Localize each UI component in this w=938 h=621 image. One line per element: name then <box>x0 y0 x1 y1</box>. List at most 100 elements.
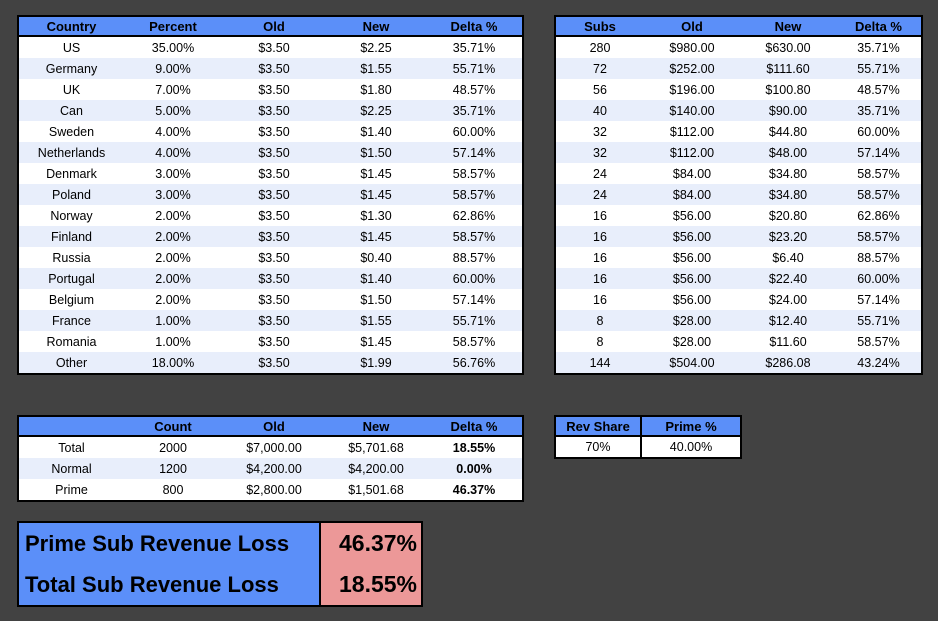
new-price-cell[interactable]: $0.40 <box>360 250 392 265</box>
delta-cell[interactable]: 35.71% <box>836 100 922 121</box>
subs-cell[interactable]: 16 <box>555 226 644 247</box>
percent-cell[interactable]: 9.00% <box>124 58 222 79</box>
new-revenue-cell[interactable]: $286.08 <box>740 352 836 374</box>
percent-cell[interactable]: 2.00% <box>155 250 191 265</box>
old-revenue-cell[interactable]: $2,800.00 <box>246 482 302 497</box>
percent-cell[interactable]: 2.00% <box>155 208 191 223</box>
new-price-cell[interactable]: $1.55 <box>326 58 426 79</box>
count-cell[interactable]: 800 <box>162 482 184 497</box>
segment-cell[interactable]: Total <box>58 440 85 455</box>
old-price-cell[interactable]: $3.50 <box>258 124 290 139</box>
old-price-cell[interactable]: $3.50 <box>258 292 290 307</box>
country-cell[interactable]: Norway <box>50 208 93 223</box>
country-cell[interactable]: Portugal <box>18 268 124 289</box>
delta-cell[interactable]: 48.57% <box>857 82 900 97</box>
delta-cell[interactable]: 58.57% <box>426 184 523 205</box>
new-price-cell[interactable]: $1.45 <box>360 334 392 349</box>
subs-cell[interactable]: 56 <box>593 82 607 97</box>
country-cell[interactable]: France <box>18 310 124 331</box>
old-revenue-cell[interactable]: $252.00 <box>644 58 740 79</box>
new-revenue-cell[interactable]: $1,501.68 <box>348 482 404 497</box>
old-revenue-cell[interactable]: $7,000.00 <box>246 440 302 455</box>
percent-cell[interactable]: 5.00% <box>124 100 222 121</box>
delta-cell[interactable]: 57.14% <box>452 292 496 307</box>
old-revenue-cell[interactable]: $980.00 <box>669 40 715 55</box>
subs-cell[interactable]: 24 <box>555 184 644 205</box>
delta-cell[interactable]: 58.57% <box>836 184 922 205</box>
total-loss-value[interactable]: 18.55% <box>338 571 417 597</box>
delta-cell[interactable]: 56.76% <box>426 352 523 374</box>
old-price-cell[interactable]: $3.50 <box>222 184 326 205</box>
delta-cell[interactable]: 58.57% <box>857 334 900 349</box>
subs-cell[interactable]: 144 <box>555 352 644 374</box>
old-revenue-cell[interactable]: $28.00 <box>672 334 712 349</box>
country-cell[interactable]: Finland <box>18 226 124 247</box>
subs-cell[interactable]: 40 <box>555 100 644 121</box>
header-new[interactable]: New <box>740 16 836 37</box>
delta-cell[interactable]: 46.37% <box>452 482 496 497</box>
old-price-cell[interactable]: $3.50 <box>258 82 290 97</box>
subs-cell[interactable]: 32 <box>555 142 644 163</box>
old-revenue-cell[interactable]: $84.00 <box>672 166 712 181</box>
new-price-cell[interactable]: $1.40 <box>326 268 426 289</box>
delta-cell[interactable]: 35.71% <box>857 40 900 55</box>
percent-cell[interactable]: 2.00% <box>155 292 191 307</box>
old-revenue-cell[interactable]: $56.00 <box>672 292 712 307</box>
old-price-cell[interactable]: $3.50 <box>258 40 290 55</box>
subs-cell[interactable]: 8 <box>596 334 604 349</box>
delta-cell[interactable]: 60.00% <box>426 268 523 289</box>
count-cell[interactable]: 2000 <box>159 440 187 455</box>
percent-cell[interactable]: 2.00% <box>124 226 222 247</box>
new-price-cell[interactable]: $1.45 <box>326 184 426 205</box>
old-price-cell[interactable]: $3.50 <box>222 352 326 374</box>
new-revenue-cell[interactable]: $100.80 <box>765 82 811 97</box>
new-revenue-cell[interactable]: $111.60 <box>740 58 836 79</box>
delta-cell[interactable]: 0.00% <box>426 458 523 479</box>
percent-cell[interactable]: 18.00% <box>124 352 222 374</box>
old-price-cell[interactable]: $3.50 <box>258 208 290 223</box>
new-revenue-cell[interactable]: $11.60 <box>769 334 807 349</box>
subs-cell[interactable]: 72 <box>555 58 644 79</box>
country-cell[interactable]: Russia <box>52 250 91 265</box>
delta-cell[interactable]: 58.57% <box>452 166 496 181</box>
old-price-cell[interactable]: $3.50 <box>258 334 290 349</box>
old-revenue-cell[interactable]: $56.00 <box>672 208 712 223</box>
delta-cell[interactable]: 57.14% <box>857 292 900 307</box>
delta-cell[interactable]: 62.86% <box>857 208 900 223</box>
old-revenue-cell[interactable]: $4,200.00 <box>222 458 326 479</box>
new-revenue-cell[interactable]: $630.00 <box>765 40 811 55</box>
country-cell[interactable]: Germany <box>18 58 124 79</box>
delta-cell[interactable]: 55.71% <box>836 58 922 79</box>
new-price-cell[interactable]: $2.25 <box>326 100 426 121</box>
percent-cell[interactable]: 4.00% <box>124 142 222 163</box>
delta-cell[interactable]: 55.71% <box>836 310 922 331</box>
subs-cell[interactable]: 16 <box>593 250 607 265</box>
percent-cell[interactable]: 2.00% <box>124 268 222 289</box>
old-revenue-cell[interactable]: $56.00 <box>644 226 740 247</box>
country-cell[interactable]: UK <box>62 82 81 97</box>
country-cell[interactable]: Romania <box>46 334 97 349</box>
new-revenue-cell[interactable]: $48.00 <box>740 142 836 163</box>
country-cell[interactable]: Other <box>18 352 124 374</box>
segment-cell[interactable]: Normal <box>18 458 124 479</box>
delta-cell[interactable]: 60.00% <box>452 124 496 139</box>
delta-cell[interactable]: 58.57% <box>857 166 900 181</box>
subs-cell[interactable]: 280 <box>589 40 611 55</box>
new-revenue-cell[interactable]: $12.40 <box>740 310 836 331</box>
old-revenue-cell[interactable]: $504.00 <box>644 352 740 374</box>
subs-cell[interactable]: 16 <box>593 208 607 223</box>
new-revenue-cell[interactable]: $90.00 <box>740 100 836 121</box>
delta-cell[interactable]: 88.57% <box>857 250 900 265</box>
delta-cell[interactable]: 57.14% <box>426 142 523 163</box>
old-price-cell[interactable]: $3.50 <box>222 58 326 79</box>
old-price-cell[interactable]: $3.50 <box>222 268 326 289</box>
new-revenue-cell[interactable]: $23.20 <box>740 226 836 247</box>
header-subs[interactable]: Subs <box>555 16 644 37</box>
prime-percent-cell[interactable]: 40.00% <box>669 440 713 454</box>
new-revenue-cell[interactable]: $34.80 <box>768 166 808 181</box>
percent-cell[interactable]: 35.00% <box>151 40 195 55</box>
old-revenue-cell[interactable]: $112.00 <box>644 142 740 163</box>
old-revenue-cell[interactable]: $196.00 <box>669 82 715 97</box>
new-revenue-cell[interactable]: $4,200.00 <box>326 458 426 479</box>
new-revenue-cell[interactable]: $24.00 <box>768 292 808 307</box>
